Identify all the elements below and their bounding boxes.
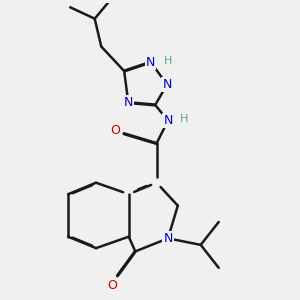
Text: N: N [146, 56, 155, 69]
Text: O: O [107, 279, 117, 292]
Text: N: N [124, 96, 133, 109]
Text: N: N [163, 114, 173, 127]
Text: H: H [164, 56, 172, 65]
Text: O: O [111, 124, 121, 137]
Text: N: N [162, 78, 172, 91]
Text: N: N [163, 232, 173, 245]
Text: H: H [180, 114, 188, 124]
